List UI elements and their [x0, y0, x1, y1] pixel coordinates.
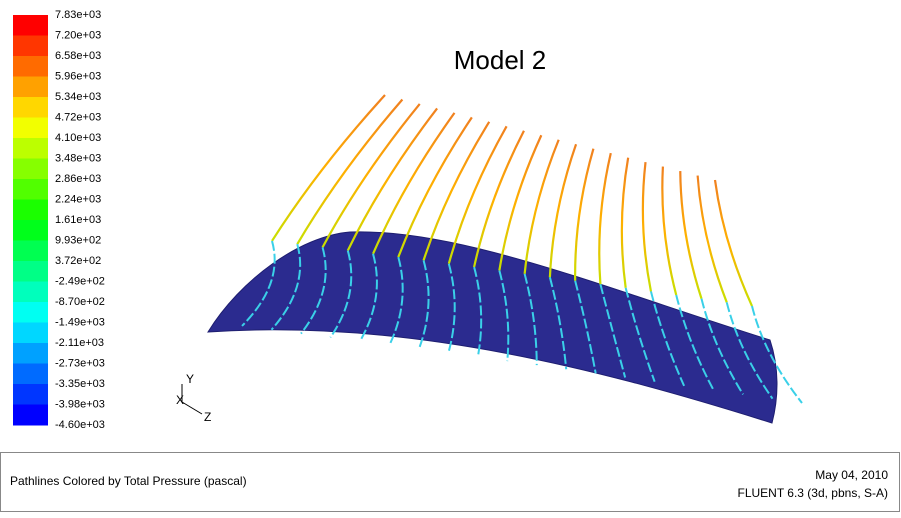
colorbar-label: 5.34e+03	[55, 91, 101, 103]
color-band	[13, 36, 48, 57]
colorbar-label: 4.72e+03	[55, 111, 101, 123]
colorbar-label: -3.98e+03	[55, 398, 105, 410]
colorbar-label: -2.11e+03	[55, 337, 104, 349]
colorbar-label: -3.35e+03	[55, 378, 105, 390]
color-band	[13, 323, 48, 344]
color-band	[13, 118, 48, 139]
color-band	[13, 405, 48, 426]
footer-solver: FLUENT 6.3 (3d, pbns, S-A)	[737, 486, 888, 500]
axis-z-label: Z	[204, 410, 211, 424]
colorbar-label: 7.83e+03	[55, 9, 101, 21]
colorbar-label: 9.93e+02	[55, 234, 101, 246]
color-band	[13, 200, 48, 221]
colorbar-label: 2.86e+03	[55, 173, 101, 185]
colorbar-label: 1.61e+03	[55, 214, 101, 226]
color-band	[13, 159, 48, 180]
view-title: Model 2	[454, 45, 547, 75]
color-band	[13, 179, 48, 200]
colorbar-label: 3.72e+02	[55, 255, 101, 267]
colorbar-label: -8.70e+02	[55, 296, 105, 308]
color-band	[13, 261, 48, 282]
color-band	[13, 343, 48, 364]
colorbar-label: 3.48e+03	[55, 152, 101, 164]
color-band	[13, 282, 48, 303]
color-band	[13, 15, 48, 36]
footer-caption: Pathlines Colored by Total Pressure (pas…	[10, 474, 247, 488]
colorbar-label: 5.96e+03	[55, 70, 101, 82]
viewport: 7.83e+03 7.20e+03 6.58e+03 5.96e+03 5.34e+03…	[0, 0, 901, 513]
colorbar-label: -1.49e+03	[55, 316, 105, 328]
color-band	[13, 97, 48, 118]
colorbar-label: 7.20e+03	[55, 29, 101, 41]
colorbar-label: 4.10e+03	[55, 132, 101, 144]
footer-date: May 04, 2010	[815, 468, 888, 482]
axis-x-label: X	[176, 393, 184, 407]
color-band	[13, 384, 48, 405]
axis-y-label: Y	[186, 372, 194, 386]
colorbar-label: -2.73e+03	[55, 357, 105, 369]
color-band	[13, 56, 48, 77]
color-band	[13, 364, 48, 385]
color-band	[13, 302, 48, 323]
colorbar-label: -2.49e+02	[55, 275, 105, 287]
color-band	[13, 138, 48, 159]
color-band	[13, 77, 48, 98]
colorbar-label: 6.58e+03	[55, 50, 101, 62]
color-band	[13, 241, 48, 262]
color-band	[13, 220, 48, 241]
colorbar-label: -4.60e+03	[55, 419, 105, 431]
colorbar-label: 2.24e+03	[55, 193, 101, 205]
colorbar: 7.83e+03 7.20e+03 6.58e+03 5.96e+03 5.34e+03…	[13, 9, 105, 431]
